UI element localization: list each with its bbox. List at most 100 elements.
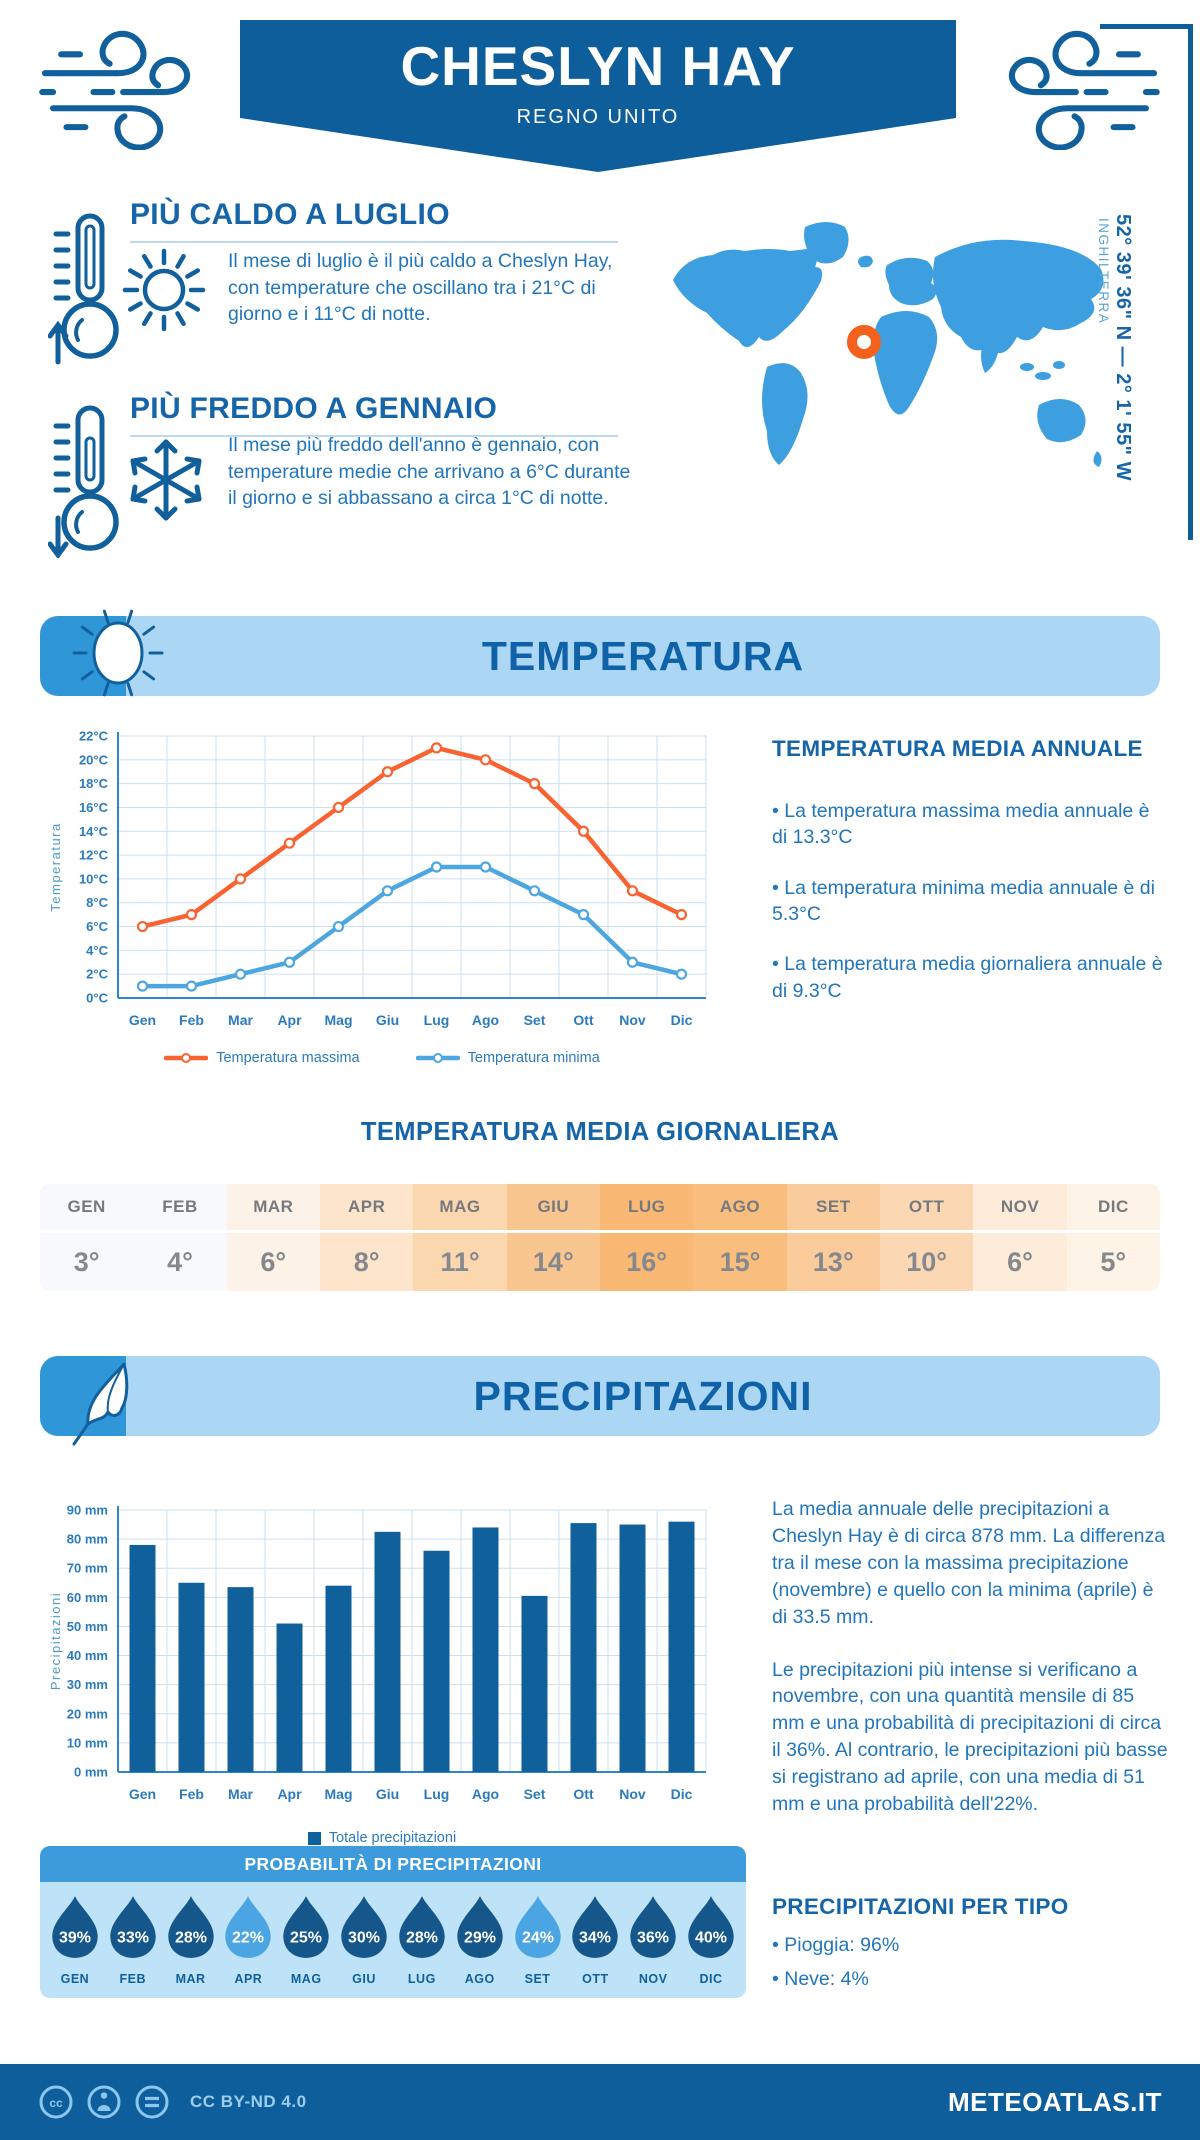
right-edge-rule-vertical (1188, 24, 1193, 540)
svg-text:40%: 40% (695, 1929, 727, 1946)
svg-text:6°C: 6°C (86, 919, 108, 934)
drop-month-label: AGO (464, 1972, 495, 1986)
drop-month-label: MAR (175, 1972, 206, 1986)
precipitation-type-items: • Pioggia: 96% • Neve: 4% (772, 1932, 1164, 1993)
table-temperature-value: 6° (226, 1233, 320, 1291)
world-map (673, 222, 1104, 467)
svg-text:39%: 39% (59, 1929, 91, 1946)
annual-bullet: • La temperatura massima media annuale è… (772, 800, 1150, 849)
page-title: CHESLYN HAY (400, 35, 796, 97)
temperature-line-chart: 0°C 2°C 4°C 6°C 8°C 10°C 12°C 14°C 16°C 18°C 20°C 2… (48, 729, 707, 1028)
svg-text:40 mm: 40 mm (67, 1648, 108, 1663)
highlight-warm-title: PIÙ CALDO A LUGLIO (130, 198, 618, 243)
svg-text:Nov: Nov (619, 1786, 646, 1802)
drop-month-label: NOV (638, 1972, 668, 1986)
legend-line-swatch (164, 1053, 209, 1063)
svg-text:29%: 29% (464, 1929, 496, 1946)
legend-label: Temperatura minima (467, 1050, 600, 1066)
drop-month-label: DIC (699, 1972, 723, 1986)
legend-swatch (307, 1831, 321, 1845)
svg-text:Dic: Dic (671, 1786, 693, 1802)
annual-bullet: • La temperatura minima media annuale è … (772, 876, 1155, 925)
water-drop-icon: 40% (688, 1896, 734, 1958)
table-month-header: SET (786, 1184, 880, 1230)
legend-line-swatch (415, 1053, 460, 1063)
precipitation-type-item: • Pioggia: 96% (772, 1934, 900, 1956)
water-drop-icon: 36% (630, 1896, 676, 1958)
table-month-header: LUG (600, 1184, 694, 1230)
table-temperature-value: 13° (786, 1233, 880, 1291)
table-temperature-value: 8° (320, 1233, 414, 1291)
svg-text:80 mm: 80 mm (67, 1532, 108, 1547)
svg-text:Ott: Ott (573, 1012, 594, 1028)
daily-temperature-title: TEMPERATURA MEDIA GIORNALIERA (360, 1118, 840, 1146)
wind-icon (1008, 30, 1160, 150)
probability-drop: 36% NOV (625, 1894, 681, 1986)
water-drop-icon: 22% (225, 1896, 272, 1958)
table-month-header: APR (320, 1184, 414, 1230)
svg-text:Ott: Ott (573, 1786, 594, 1802)
precipitation-chart-legend: Totale precipitazioni (44, 1830, 720, 1846)
svg-text:10 mm: 10 mm (67, 1735, 108, 1750)
banner-icon-box (40, 1356, 129, 1446)
probability-drop: 30% GIU (336, 1894, 392, 1986)
license-label: CC BY-ND 4.0 (190, 2092, 307, 2111)
drop-month-label: MAG (290, 1972, 322, 1986)
svg-text:22°C: 22°C (79, 729, 109, 744)
svg-text:2°C: 2°C (86, 967, 108, 982)
table-temperature-value: 10° (880, 1233, 974, 1291)
svg-text:28%: 28% (406, 1929, 438, 1946)
probability-drop: 40% DIC (683, 1894, 739, 1986)
svg-text:22%: 22% (232, 1929, 264, 1946)
legend-item-total: Totale precipitazioni (307, 1830, 456, 1846)
probability-drop: 25% MAG (278, 1894, 334, 1986)
coordinates-text: 52° 39' 36" N — 2° 1' 55" W (1112, 214, 1134, 481)
svg-text:Set: Set (524, 1786, 546, 1802)
probability-body: 39% GEN 33% FEB 28% MAR 22% APR 25% MAG 30% GIU 28% L… (40, 1882, 746, 1998)
table-month-header: AGO (693, 1184, 787, 1230)
svg-text:Lug: Lug (424, 1786, 450, 1802)
table-month-header: FEB (133, 1184, 227, 1230)
table-month-header: MAR (226, 1184, 320, 1230)
svg-text:Temperatura: Temperatura (48, 822, 63, 911)
water-drop-icon: 28% (167, 1896, 214, 1958)
page-subtitle: REGNO UNITO (516, 106, 680, 128)
svg-text:20°C: 20°C (79, 752, 109, 767)
cc-icon: cc (39, 2085, 73, 2119)
svg-text:Nov: Nov (619, 1012, 646, 1028)
umbrella-icon (72, 1362, 129, 1446)
precipitation-paragraph: La media annuale delle precipitazioni a … (772, 1498, 1166, 1628)
table-month-header: NOV (973, 1184, 1067, 1230)
svg-text:25%: 25% (290, 1929, 322, 1946)
water-drop-icon: 30% (341, 1896, 387, 1958)
svg-text:14°C: 14°C (79, 824, 109, 839)
svg-text:50 mm: 50 mm (67, 1619, 108, 1634)
location-marker (847, 325, 881, 359)
snowflake-icon (130, 439, 202, 521)
svg-text:cc: cc (49, 2096, 63, 2110)
svg-text:60 mm: 60 mm (67, 1590, 108, 1605)
table-temperature-value: 3° (40, 1233, 134, 1291)
svg-text:Mag: Mag (325, 1012, 353, 1028)
annual-temperature-bullets: • La temperatura massima media annuale è… (772, 798, 1164, 1004)
probability-drop: 33% FEB (105, 1894, 161, 1986)
drop-month-label: GIU (352, 1972, 376, 1986)
svg-text:Feb: Feb (179, 1012, 204, 1028)
table-month-header: GEN (40, 1184, 134, 1230)
sun-icon (122, 248, 206, 332)
thermometer-down-icon (48, 405, 119, 558)
drop-month-label: OTT (582, 1972, 609, 1986)
annual-temperature-title: TEMPERATURA MEDIA ANNUALE (772, 736, 1143, 761)
probability-drop: 22% APR (220, 1894, 276, 1986)
drop-month-label: GEN (60, 1972, 90, 1986)
svg-text:12°C: 12°C (79, 848, 109, 863)
drop-month-label: APR (234, 1972, 263, 1986)
precipitation-type-title: PRECIPITAZIONI PER TIPO (772, 1894, 1069, 1919)
temperature-section-title: TEMPERATURA (481, 632, 805, 679)
cc-nd-icon (135, 2085, 169, 2119)
water-drop-icon: 39% (52, 1896, 98, 1958)
svg-text:Feb: Feb (179, 1786, 204, 1802)
table-month-header: MAG (413, 1184, 507, 1230)
svg-text:Mar: Mar (228, 1012, 253, 1028)
